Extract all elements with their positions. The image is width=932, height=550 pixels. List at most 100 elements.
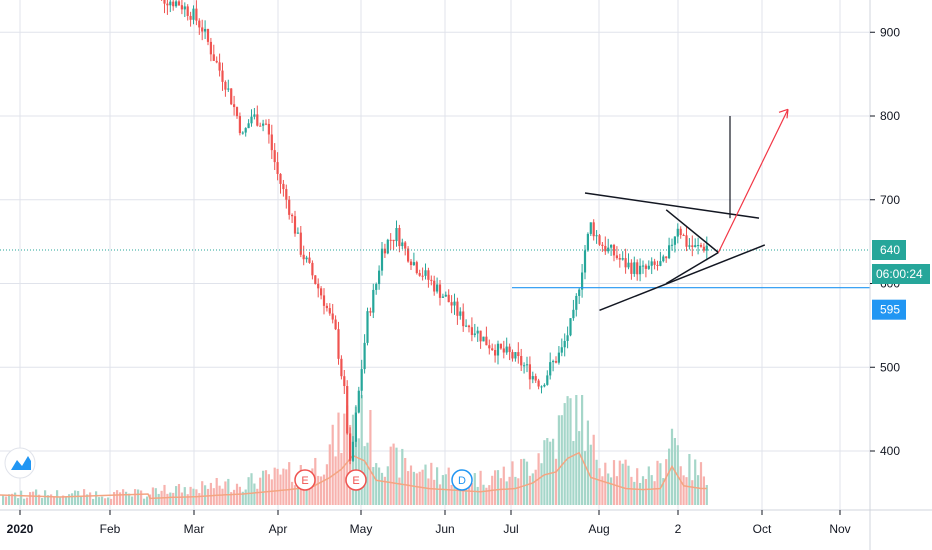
candle-body	[363, 342, 366, 370]
volume-bar	[334, 456, 337, 505]
time-tick-label: 2	[675, 522, 682, 536]
candle-body	[378, 270, 381, 285]
volume-bar	[221, 488, 224, 505]
volume-bar	[320, 476, 323, 505]
volume-bar	[8, 494, 11, 505]
event-marker-label: D	[458, 475, 466, 487]
volume-bar	[143, 498, 146, 505]
candle-body	[288, 199, 291, 215]
event-marker[interactable]: E	[294, 469, 316, 491]
volume-bar	[104, 498, 107, 505]
volume-bar	[633, 481, 636, 505]
candle-body	[224, 81, 227, 90]
candle-body	[343, 376, 346, 387]
time-tick-label: Mar	[184, 522, 205, 536]
tradingview-logo[interactable]	[4, 447, 36, 479]
volume-bar	[383, 476, 386, 505]
volume-bar	[485, 487, 488, 505]
volume-bar	[349, 424, 352, 505]
volume-bar	[665, 459, 668, 505]
volume-bar	[656, 460, 659, 505]
time-axis[interactable]: 2020 Feb Mar Apr May Jun Jul Aug 2 Oct Nov	[7, 510, 851, 536]
volume-bar	[502, 466, 505, 505]
volume-bar	[62, 495, 65, 505]
price-tick-label: 700	[880, 193, 900, 207]
countdown-badge	[872, 264, 930, 284]
candle-body	[659, 261, 662, 266]
candle-body	[699, 244, 703, 247]
candle-body	[296, 232, 299, 234]
candle-body	[598, 235, 601, 245]
candle-body	[262, 123, 265, 126]
volume-bar	[476, 486, 479, 505]
volume-bar	[447, 467, 450, 505]
volume-bar	[340, 452, 343, 505]
volume-bar	[354, 406, 357, 505]
time-tick-label: 2020	[7, 522, 34, 536]
candle-body	[349, 433, 352, 461]
volume-bar	[575, 395, 578, 505]
candle-body	[383, 248, 386, 254]
volume-bar	[395, 447, 398, 505]
volume-bar	[113, 492, 116, 505]
volume-bar	[636, 468, 639, 505]
candle-body	[233, 104, 236, 108]
candle-body	[172, 1, 175, 7]
volume-bar	[189, 486, 192, 505]
volume-bar	[517, 478, 520, 505]
volume-bar	[662, 478, 665, 505]
candle-body	[505, 346, 508, 353]
price-tick-label: 400	[880, 444, 900, 458]
volume-bar	[50, 494, 53, 505]
volume-bar	[604, 462, 607, 505]
volume-bar	[35, 489, 38, 505]
candle-body	[586, 233, 589, 251]
volume-bar	[430, 462, 433, 505]
volume-bar	[77, 490, 80, 505]
volume-bar	[378, 467, 381, 505]
candle-body	[305, 257, 308, 260]
volume-bar	[154, 488, 157, 505]
candle-body	[215, 60, 218, 63]
volume-bar	[470, 483, 473, 505]
volume-bar	[227, 478, 230, 505]
candle-body	[444, 294, 447, 297]
candle-body	[177, 1, 181, 6]
breakout-arrow-head	[778, 108, 789, 119]
volume-bar	[685, 477, 688, 505]
candle-body	[369, 311, 372, 313]
volume-bar	[273, 467, 276, 505]
volume-bar	[116, 490, 119, 505]
candle-body	[206, 28, 210, 42]
candle-body	[389, 239, 392, 241]
event-marker[interactable]: E	[345, 469, 367, 491]
volume-bar	[482, 484, 485, 505]
event-marker[interactable]: D	[451, 469, 473, 491]
volume-bar	[705, 484, 708, 505]
candle-body	[531, 376, 534, 380]
volume-bar	[44, 490, 47, 505]
candle-body	[244, 128, 247, 133]
pattern-drawings[interactable]	[584, 108, 789, 311]
volume-bar	[598, 468, 601, 505]
volume-bar	[17, 498, 20, 505]
candle-body	[415, 262, 418, 274]
candle-body	[412, 262, 415, 266]
volume-bar	[392, 443, 395, 505]
volume-bar	[581, 395, 584, 505]
candle-body	[502, 348, 505, 353]
candle-body	[554, 361, 558, 363]
candle-body	[618, 258, 621, 260]
price-tick-label: 900	[880, 25, 900, 39]
volume-bar	[288, 462, 291, 505]
candle-body	[325, 305, 328, 309]
volume-bar	[53, 496, 56, 505]
volume-bar	[32, 491, 35, 505]
candle-body	[438, 284, 442, 298]
candle-body	[607, 247, 610, 252]
volume-bar	[369, 409, 372, 505]
volume-bar	[380, 472, 384, 505]
volume-bar	[601, 476, 604, 505]
